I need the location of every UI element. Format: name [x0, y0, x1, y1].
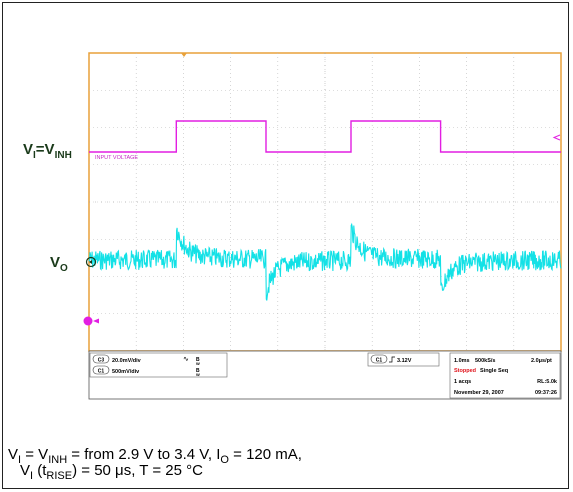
- channel-badge-b-text: C1: [98, 369, 105, 375]
- caption-1a-sub: I: [18, 454, 22, 466]
- vo-label: VO: [50, 254, 68, 274]
- bw-b-sub: W: [196, 372, 200, 377]
- channel-b-scale: 500mV/div: [112, 369, 140, 375]
- acquisition-count: 1 acqs: [454, 379, 471, 385]
- vi-label-eq: =V: [35, 141, 55, 158]
- channel-marker-vo: [85, 256, 97, 268]
- capture-date: November 29, 2007: [454, 390, 504, 396]
- output-voltage-trace: [88, 222, 562, 301]
- input-voltage-trace: [89, 120, 561, 153]
- acquisition-mode: Single Seq: [480, 368, 508, 374]
- vo-label-v: V: [50, 254, 61, 271]
- channel-settings-box: [89, 352, 228, 378]
- caption-1d: = 120 mA,: [228, 446, 302, 463]
- trigger-badge-text: C1: [376, 358, 383, 364]
- trigger-badge: [370, 354, 388, 364]
- channel-badge-a-text: C3: [98, 358, 105, 364]
- vo-label-sub: O: [60, 263, 68, 274]
- vi-label: VI=VINH: [23, 141, 72, 161]
- record-length: RL:5.0k: [537, 379, 558, 385]
- vi-label-sub: I: [33, 150, 36, 161]
- caption-1b: = V: [21, 446, 49, 463]
- channel-marker-vo-arrow: [89, 260, 92, 264]
- bw-a-sub: W: [196, 361, 200, 366]
- caption-line-1: VI = VINH = from 2.9 V to 3.4 V, IO = 12…: [8, 446, 302, 466]
- capture-time: 09:37:26: [535, 390, 557, 396]
- caption-2a-sub: I: [30, 470, 34, 482]
- trigger-edge-icon: [389, 356, 395, 363]
- caption-2a: V: [20, 462, 31, 479]
- trigger-level-arrow: [552, 134, 561, 141]
- caption-1c: = from 2.9 V to 3.4 V, I: [67, 446, 221, 463]
- traces: [88, 120, 562, 301]
- caption-2b-sub: RISE: [46, 470, 73, 482]
- channel-a-scale: 20.0mV/div: [112, 358, 142, 364]
- channel-marker-vi: [83, 316, 93, 326]
- trace-label-input-voltage: INPUT VOLTAGE: [95, 155, 138, 161]
- channel-marker-vi-arrow: [93, 318, 99, 324]
- vi-label-v: V: [23, 141, 34, 158]
- channel-badge-a: [92, 354, 110, 364]
- sample-rate: 500kS/s: [475, 358, 496, 364]
- acquisition-box: [449, 352, 561, 399]
- bw-b: B: [196, 368, 200, 374]
- trigger-level: 3.12V: [397, 358, 412, 364]
- caption-1b-sub: INH: [48, 454, 68, 466]
- acquisition-status: Stopped: [454, 368, 476, 374]
- caption-1c-sub: O: [220, 454, 229, 466]
- timebase: 1.0ms: [454, 358, 470, 364]
- grid: [89, 53, 561, 351]
- bw-a: B: [196, 357, 200, 363]
- caption-1a: V: [8, 446, 19, 463]
- caption-line-2: VI (tRISE) = 50 μs, T = 25 °C: [20, 462, 203, 482]
- channel-badge-b: [92, 365, 110, 375]
- vi-label-inh: INH: [54, 150, 72, 161]
- caption-2c: ) = 50 μs, T = 25 °C: [72, 462, 203, 479]
- caption-2b: (t: [33, 462, 47, 479]
- trigger-position-marker: [181, 53, 187, 57]
- resolution: 2.0μs/pt: [531, 358, 552, 364]
- bw-a-symbol: ∿: [183, 356, 189, 363]
- figure-frame: [2, 2, 569, 489]
